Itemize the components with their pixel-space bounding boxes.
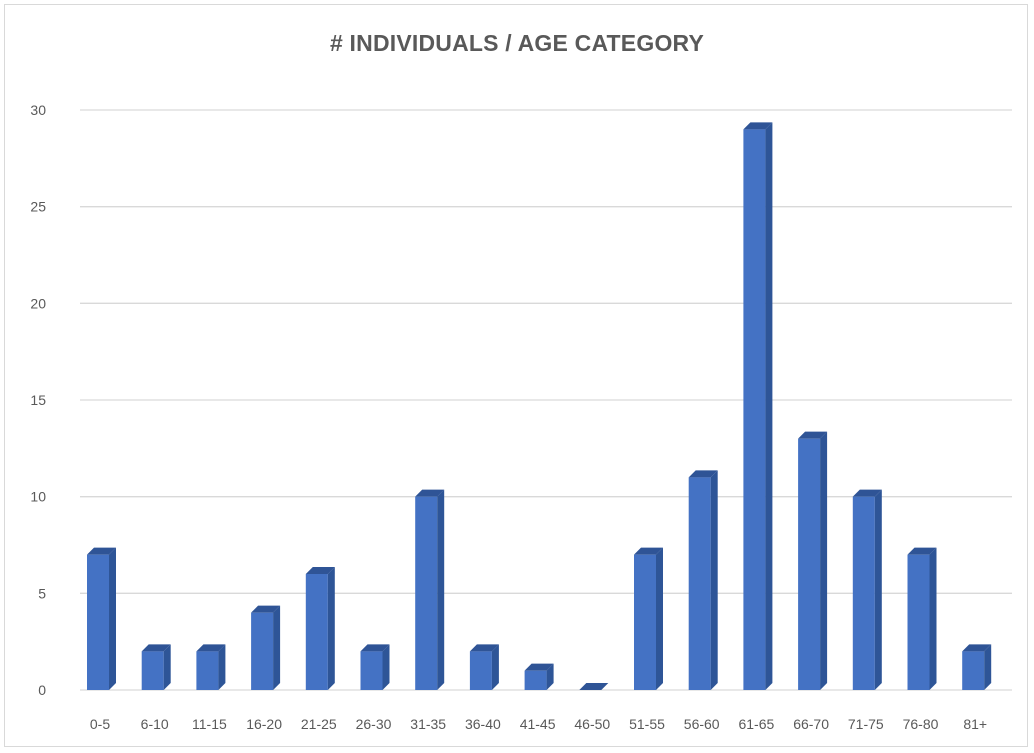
bar-top [305, 567, 335, 574]
bar-side [929, 547, 937, 690]
y-tick-label: 20 [30, 295, 46, 311]
bar-side [984, 644, 992, 690]
bar [87, 547, 116, 690]
bar-top [743, 122, 773, 130]
bar-side [710, 470, 718, 690]
x-tick-label: 41-45 [520, 716, 556, 732]
bar-front [415, 496, 438, 690]
bar-front [907, 554, 930, 690]
bar [579, 683, 609, 690]
bar-side [656, 547, 663, 690]
bar [688, 470, 718, 690]
x-tick-label: 66-70 [793, 716, 829, 732]
bar-top [524, 663, 554, 671]
bar-side [382, 644, 390, 690]
bar-side [163, 644, 171, 690]
y-tick-label: 30 [30, 102, 46, 118]
bar-front [469, 651, 492, 690]
bar [524, 663, 554, 690]
x-tick-label: 21-25 [301, 716, 337, 732]
bar-top [415, 489, 445, 497]
bar-front [524, 670, 547, 690]
x-tick-label: 46-50 [574, 716, 610, 732]
bar-front [634, 554, 656, 690]
x-tick-label: 81+ [963, 716, 987, 732]
x-axis-ticks: 0-5 6-10 11-15 16-20 21-25 26-30 31-35 36-40 41-… [90, 716, 987, 732]
bar-front [87, 554, 109, 690]
bar [305, 567, 335, 690]
x-tick-label: 11-15 [192, 716, 227, 732]
bar [743, 122, 773, 691]
bar-top [251, 605, 281, 613]
y-axis-ticks: 0 5 10 15 20 25 30 [30, 102, 46, 698]
bar-side [874, 489, 882, 690]
bar-top [798, 431, 828, 439]
x-tick-label: 61-65 [738, 716, 774, 732]
bar-front [305, 574, 328, 690]
x-tick-label: 56-60 [684, 716, 720, 732]
bar-front [743, 129, 766, 691]
bar [798, 431, 828, 690]
y-tick-label: 10 [30, 489, 46, 505]
bar-front [251, 612, 274, 690]
bar-front [141, 651, 164, 690]
bar [469, 644, 499, 690]
bar [360, 644, 390, 690]
bar-side [109, 547, 116, 690]
bar-front [688, 477, 711, 690]
x-tick-label: 31-35 [410, 716, 446, 732]
x-tick-label: 0-5 [90, 716, 110, 732]
bar-top [962, 644, 992, 652]
bar-top [634, 547, 663, 555]
bar-top [852, 489, 882, 497]
bar [141, 644, 171, 690]
bar-front [852, 496, 875, 690]
bar-front [798, 438, 821, 690]
bar [196, 644, 226, 690]
bar-top [907, 547, 937, 555]
x-tick-label: 36-40 [465, 716, 501, 732]
y-tick-label: 0 [38, 682, 46, 698]
x-tick-label: 16-20 [246, 716, 282, 732]
bar [634, 547, 663, 690]
bar-side [765, 122, 773, 691]
bar-top [196, 644, 226, 652]
bar-front [196, 651, 219, 690]
bar-top [87, 547, 116, 555]
bar [251, 605, 281, 690]
bar-side [218, 644, 226, 690]
y-tick-label: 25 [30, 199, 46, 215]
y-tick-label: 15 [30, 392, 46, 408]
bar-top [579, 683, 609, 690]
y-tick-label: 5 [38, 585, 46, 601]
bar [415, 489, 445, 690]
bar-top [141, 644, 171, 652]
x-tick-label: 51-55 [629, 716, 665, 732]
bar-top [688, 470, 718, 478]
bar-side [437, 489, 445, 690]
bars [87, 122, 992, 691]
bar-top [469, 644, 499, 652]
bar-front [360, 651, 383, 690]
bar [907, 547, 937, 690]
bar-front [962, 651, 985, 690]
x-tick-label: 76-80 [903, 716, 939, 732]
x-tick-label: 6-10 [141, 716, 169, 732]
bar [962, 644, 992, 690]
bar-top [360, 644, 390, 652]
bar-side [327, 567, 335, 690]
chart-title: # INDIVIDUALS / AGE CATEGORY [329, 30, 705, 56]
bar-side [273, 605, 281, 690]
x-tick-label: 71-75 [848, 716, 884, 732]
bar-side [546, 663, 554, 690]
bar-side [491, 644, 499, 690]
bar-side [820, 431, 828, 690]
x-tick-label: 26-30 [356, 716, 392, 732]
bar [852, 489, 882, 690]
